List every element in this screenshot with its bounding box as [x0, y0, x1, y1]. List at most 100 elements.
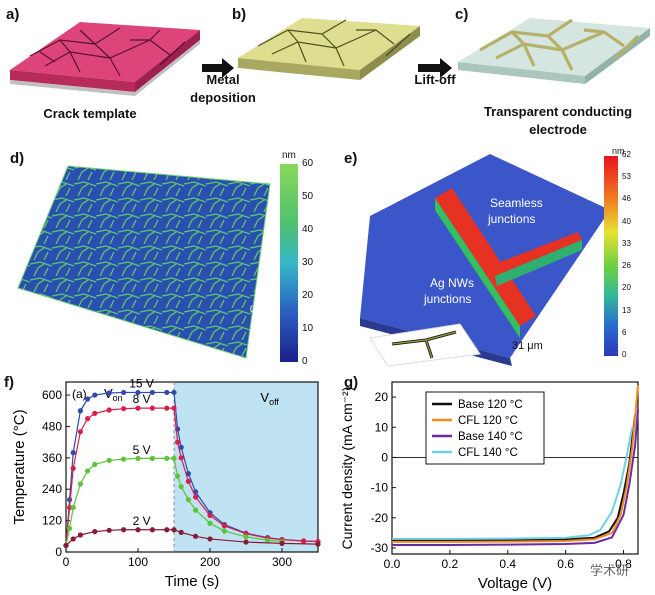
data-point	[185, 497, 191, 503]
arrow-1-label-line1: Metal	[206, 72, 240, 87]
panel-b-label: b)	[232, 6, 247, 23]
y-tick-label: 20	[375, 390, 389, 404]
annot-seamless-1: Seamless	[490, 196, 543, 210]
panel-a-label: a)	[6, 6, 20, 23]
series-2-v	[63, 527, 321, 549]
y-tick-label: -30	[371, 541, 389, 555]
series-cfl-120-c	[392, 384, 639, 543]
annot-ag-1: Ag NWs	[430, 276, 475, 290]
colorbar-d-tick: 60	[302, 158, 314, 169]
panel-c-caption-line2: electrode	[529, 122, 587, 137]
data-point	[121, 456, 127, 462]
transparent-electrode-slab	[458, 18, 650, 84]
arrow-2-label: Lift-off	[414, 72, 456, 87]
colorbar-e-tick: 40	[622, 216, 631, 226]
arrow-1-label-line2: deposition	[190, 90, 256, 105]
x-tick-label: 200	[200, 555, 220, 569]
watermark: 学术研	[590, 563, 630, 578]
data-point	[164, 405, 170, 411]
colorbar-e-tick: 26	[622, 261, 631, 271]
data-point	[121, 389, 127, 396]
colorbar-d-tick: 40	[302, 224, 314, 235]
data-point	[207, 512, 213, 518]
data-point	[193, 494, 199, 500]
process-schematic	[10, 18, 650, 96]
y-tick-label: 0	[381, 450, 388, 464]
data-point	[67, 504, 73, 511]
colorbar-e	[604, 156, 618, 356]
data-point	[92, 529, 98, 535]
colorbar-d-tick: 30	[302, 257, 314, 268]
data-point	[164, 455, 170, 461]
data-point	[70, 504, 76, 511]
v-on-annotation: Von	[104, 386, 123, 403]
data-point	[106, 407, 112, 413]
panel-g-label: g)	[344, 374, 359, 391]
colorbar-e-tick: 46	[622, 194, 631, 204]
data-point	[164, 527, 170, 533]
data-point	[70, 536, 76, 542]
data-point	[221, 528, 227, 534]
colorbar-d-tick: 10	[302, 323, 314, 334]
legend-entry: CFL 140 °C	[458, 447, 518, 459]
data-point	[92, 392, 98, 398]
colorbar-d-ticks: 60 50 40 30 20 10 0	[302, 158, 330, 367]
data-point	[149, 405, 155, 411]
panel-e-label: e)	[342, 150, 360, 167]
panel-d-label: d)	[8, 150, 27, 167]
data-point	[207, 536, 213, 542]
data-point	[178, 484, 184, 490]
x-tick-label: 0.6	[557, 557, 574, 571]
colorbar-d-tick: 0	[302, 356, 308, 367]
data-point	[70, 465, 76, 471]
metal-deposited-slab	[238, 18, 420, 80]
colorbar-e-tick: 6	[622, 327, 627, 337]
x-tick-label: 0.4	[499, 557, 516, 571]
data-point	[121, 406, 127, 412]
y-tick-label: 480	[42, 419, 62, 433]
data-point	[185, 478, 191, 484]
data-point	[77, 532, 83, 538]
y-tick-label: 240	[42, 482, 62, 496]
data-point	[85, 468, 91, 474]
v-off-region	[174, 382, 318, 552]
data-point	[178, 529, 184, 535]
x-tick-label: 0.8	[615, 557, 632, 571]
data-point	[92, 461, 98, 467]
data-point	[175, 473, 181, 479]
colorbar-e-tick: 33	[622, 238, 631, 248]
data-point	[121, 527, 127, 533]
series-label: 15 V	[129, 376, 154, 390]
colorbar-e-tick: 20	[622, 283, 631, 293]
colorbar-e-tick: 53	[622, 172, 631, 182]
y-tick-label: 600	[42, 388, 62, 402]
data-point	[149, 389, 155, 396]
data-point	[171, 389, 177, 396]
annot-seamless-2: junctions	[488, 212, 536, 226]
y-tick-label: 360	[42, 451, 62, 465]
x-tick-label: 0.0	[384, 557, 401, 571]
data-point	[135, 455, 141, 461]
data-point	[67, 525, 73, 532]
chart-g: 0.0 0.2 0.4 0.6 0.8 -30 -20 -10 0 10 20 Voltage (V)…	[339, 381, 639, 592]
data-point	[265, 537, 271, 543]
data-point	[221, 523, 227, 529]
data-point	[135, 405, 141, 411]
data-point	[92, 410, 98, 416]
inset-label: (a)	[72, 387, 87, 401]
data-point	[106, 527, 112, 533]
plot-frame	[65, 381, 319, 553]
series-label: 8 V	[133, 392, 151, 406]
colorbar-e-ticks: 62 53 46 40 33 26 20 13 6 0	[622, 150, 650, 359]
legend-entry: Base 140 °C	[458, 431, 523, 443]
data-point	[178, 444, 184, 450]
panel-a-caption: Crack template	[43, 106, 137, 121]
data-point	[193, 533, 199, 539]
colorbar-e-tick: 13	[622, 305, 631, 315]
data-point	[149, 527, 155, 533]
x-tick-label: 0	[63, 555, 70, 569]
data-point	[77, 429, 83, 435]
data-point	[63, 542, 69, 549]
panel-f-label: f)	[4, 374, 14, 391]
panel-c-caption-line1: Transparent conducting	[483, 104, 633, 119]
